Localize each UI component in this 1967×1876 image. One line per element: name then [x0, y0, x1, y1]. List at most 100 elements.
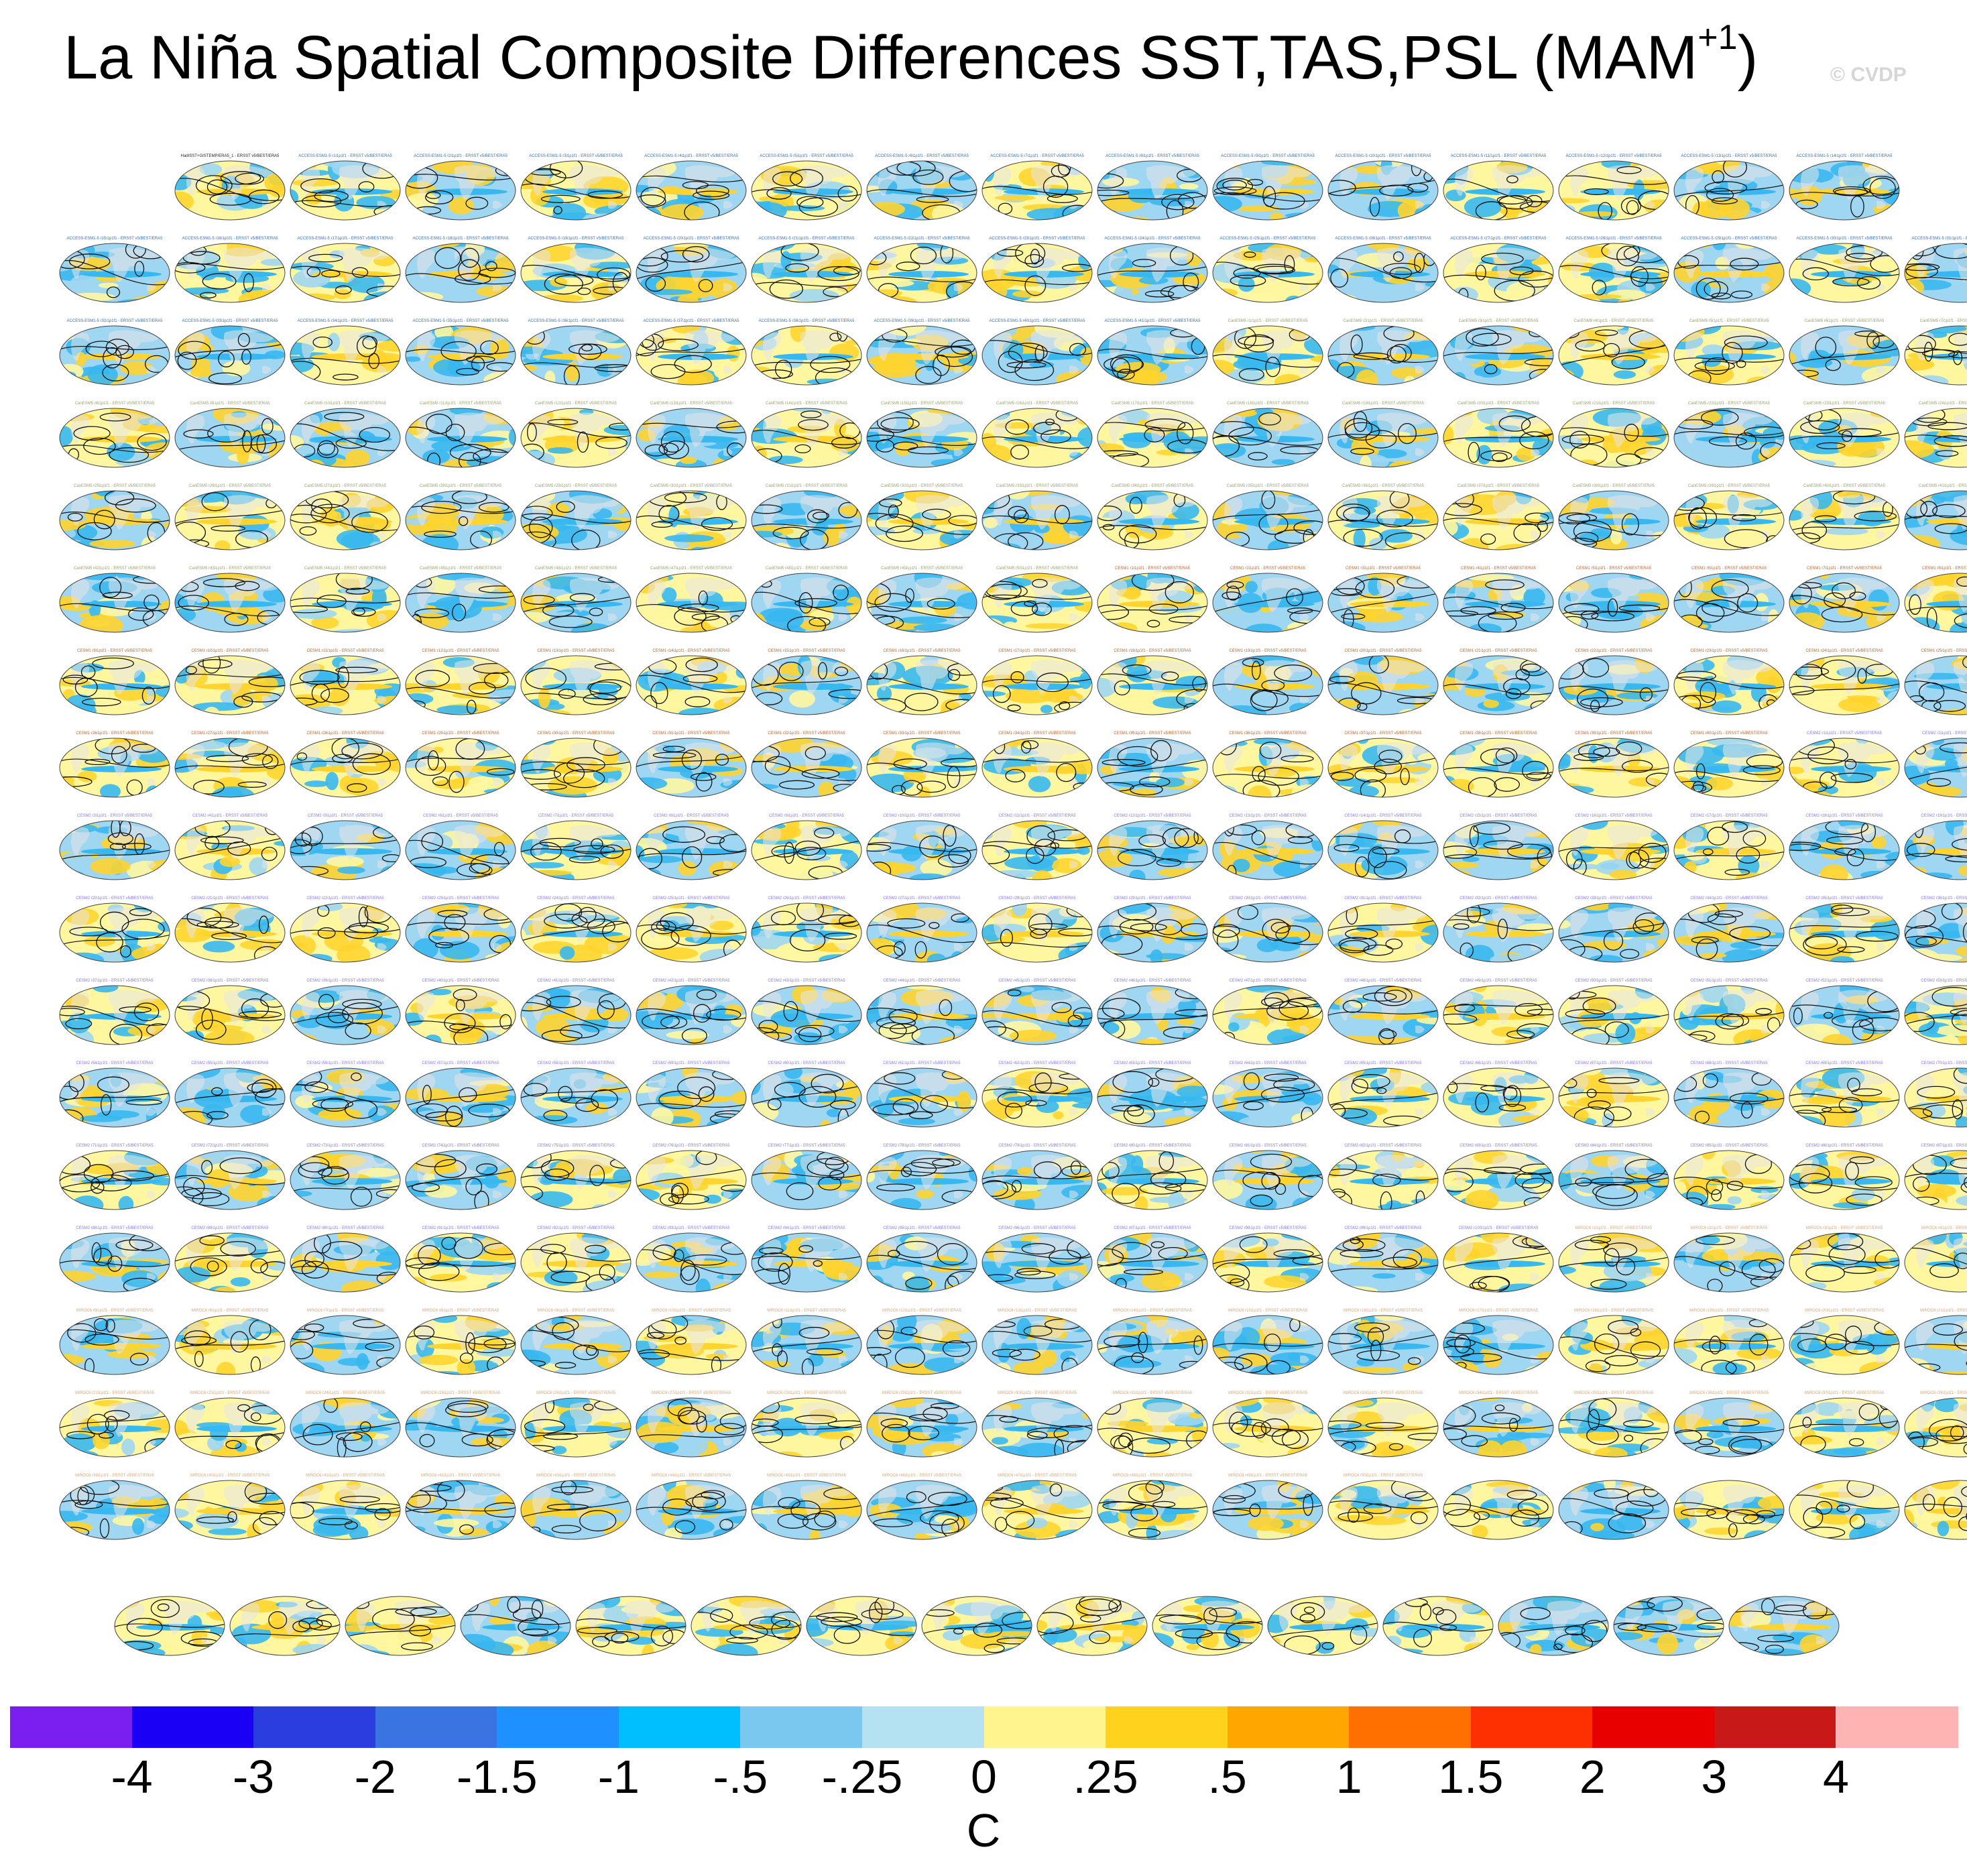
colorbar-tick-label: -.25 — [821, 1751, 903, 1803]
map-panel: CESM2 r94i1p1f1 - ERSST v5/BEST/ERA5 — [751, 1226, 862, 1293]
panel-label: CESM2 r86i1p1f1 - ERSST v5/BEST/ERA5 — [1805, 1144, 1883, 1148]
map-panel: CESM2 r72i1p1f1 - ERSST v5/BEST/ERA5 — [174, 1144, 286, 1210]
map-panel: CESM2 r69i1p1f1 - ERSST v5/BEST/ERA5 — [1789, 1061, 1900, 1128]
map-panel: CESM2 r53i1p1f1 - ERSST v5/BEST/ERA5 — [1904, 979, 1967, 1045]
panel-label: CESM2 r14i1p1f1 - ERSST v5/BEST/ERA5 — [1344, 814, 1422, 818]
panel-label: CESM2 r87i1p1f1 - ERSST v5/BEST/ERA5 — [1921, 1144, 1967, 1148]
map-panel: CESM2 r85i1p1f1 - ERSST v5/BEST/ERA5 — [1673, 1144, 1785, 1210]
panel-label: CESM2 r76i1p1f1 - ERSST v5/BEST/ERA5 — [652, 1144, 730, 1148]
map-panel: ACCESS-ESM1-5 r17i1p1f1 - ERSST v5/BEST/… — [290, 237, 401, 303]
panel-label: CESM1 r37i1p1f1 - ERSST v5/BEST/ERA5 — [1344, 731, 1422, 736]
panel-label: MIROC6 r34i1p1f1 - ERSST v5/BEST/ERA5 — [1459, 1391, 1539, 1395]
map-panel: MIROC6 r5i1p1f1 - ERSST v5/BEST/ERA5 — [59, 1309, 170, 1375]
map-panel: CESM2 r20i1p1f1 - ERSST v5/BEST/ERA5 — [59, 896, 170, 963]
panel-label: MIROC6 r3i1p1f1 - ERSST v5/BEST/ERA5 — [1806, 1226, 1883, 1230]
map-panel: CanESM5 r47i1p1f1 - ERSST v5/BEST/ERA5 — [636, 567, 747, 633]
panel-label: CESM2 r53i1p1f1 - ERSST v5/BEST/ERA5 — [1921, 979, 1967, 983]
panel-label: CESM1 r29i1p1f1 - ERSST v5/BEST/ERA5 — [422, 731, 499, 736]
map-panel: CESM2 r4i1p1f1 - ERSST v5/BEST/ERA5 — [174, 814, 286, 880]
map-panel: MIROC6 r36i1p1f1 - ERSST v5/BEST/ERA5 — [1673, 1391, 1785, 1458]
map-panel: CESM1 r18i1p1f1 - ERSST v5/BEST/ERA5 — [1097, 649, 1208, 715]
panel-label: CESM2 r45i1p1f1 - ERSST v5/BEST/ERA5 — [998, 979, 1076, 983]
panel-label: CanESM5 r7i1p1f1 - ERSST v5/BEST/ERA5 — [1920, 319, 1967, 323]
map-panel: CESM2 r34i1p1f1 - ERSST v5/BEST/ERA5 — [1673, 896, 1785, 963]
panel-label: MIROC6 r25i1p1f1 - ERSST v5/BEST/ERA5 — [421, 1391, 501, 1395]
map-panel: CESM2 r45i1p1f1 - ERSST v5/BEST/ERA5 — [981, 979, 1093, 1045]
map-panel: CESM1 r21i1p1f1 - ERSST v5/BEST/ERA5 — [1443, 649, 1554, 715]
map-panel: CESM2 r65i1p1f1 - ERSST v5/BEST/ERA5 — [1327, 1061, 1439, 1128]
panel-label: MIROC6 r32i1p1f1 - ERSST v5/BEST/ERA5 — [1228, 1391, 1308, 1395]
panel-label: ACCESS-ESM1-5 r28i1p1f1 - ERSST v5/BEST/… — [1566, 237, 1663, 241]
panel-label: CESM2 r59i1p1f1 - ERSST v5/BEST/ERA5 — [652, 1061, 730, 1065]
panel-label: ACCESS-ESM1-5 r33i1p1f1 - ERSST v5/BEST/… — [182, 319, 279, 323]
map-panel: CESM2 r9i1p1f1 - ERSST v5/BEST/ERA5 — [751, 814, 862, 880]
panel-label: MIROC6 r42i1p1f1 - ERSST v5/BEST/ERA5 — [421, 1474, 501, 1478]
map-panel: CESM2 r37i1p1f1 - ERSST v5/BEST/ERA5 — [59, 979, 170, 1045]
panel-label: ACCESS-ESM1-5 r7i1p1f1 - ERSST v5/BEST/E… — [990, 154, 1084, 158]
map-panel — [1673, 1480, 1785, 1540]
panel-label: CanESM5 r2i1p1f1 - ERSST v5/BEST/ERA5 — [1344, 319, 1423, 323]
map-panel: ACCESS-ESM1-5 r41i1p1f1 - ERSST v5/BEST/… — [1097, 319, 1208, 386]
map-panel: CESM1 r6i1p1f1 - ERSST v5/BEST/ERA5 — [1673, 567, 1785, 633]
map-panel: CESM2 r35i1p1f1 - ERSST v5/BEST/ERA5 — [1789, 896, 1900, 963]
map-panel: CESM1 r31i1p1f1 - ERSST v5/BEST/ERA5 — [636, 731, 747, 798]
colorbar-tick-label: .5 — [1207, 1751, 1247, 1803]
panel-label: CanESM5 r47i1p1f1 - ERSST v5/BEST/ERA5 — [650, 567, 733, 571]
map-panel: CESM1 r27i1p1f1 - ERSST v5/BEST/ERA5 — [174, 731, 286, 798]
panel-label: CESM2 r62i1p1f1 - ERSST v5/BEST/ERA5 — [998, 1061, 1076, 1065]
panel-label: MIROC6 r19i1p1f1 - ERSST v5/BEST/ERA5 — [1689, 1309, 1769, 1313]
map-panel: CESM2 r29i1p1f1 - ERSST v5/BEST/ERA5 — [1097, 896, 1208, 963]
panel-label: CESM1 r33i1p1f1 - ERSST v5/BEST/ERA5 — [883, 731, 961, 736]
map-panel: ACCESS-ESM1-5 r35i1p1f1 - ERSST v5/BEST/… — [405, 319, 516, 386]
panel-label: CanESM5 r15i1p1f1 - ERSST v5/BEST/ERA5 — [881, 402, 963, 406]
panel-label: CESM1 r9i1p1f1 - ERSST v5/BEST/ERA5 — [77, 649, 153, 653]
map-panel: CESM1 r29i1p1f1 - ERSST v5/BEST/ERA5 — [405, 731, 516, 798]
panel-label: MIROC6 r30i1p1f1 - ERSST v5/BEST/ERA5 — [998, 1391, 1077, 1395]
panel-label: CESM2 r81i1p1f1 - ERSST v5/BEST/ERA5 — [1229, 1144, 1307, 1148]
panel-label: CESM1 r20i1p1f1 - ERSST v5/BEST/ERA5 — [1344, 649, 1422, 653]
map-panel — [1498, 1596, 1609, 1656]
panel-label: CESM2 r4i1p1f1 - ERSST v5/BEST/ERA5 — [192, 814, 268, 818]
map-panel — [1728, 1596, 1840, 1656]
map-panel: CanESM5 r36i1p1f1 - ERSST v5/BEST/ERA5 — [1327, 484, 1439, 550]
panel-label: CESM1 r36i1p1f1 - ERSST v5/BEST/ERA5 — [1229, 731, 1307, 736]
map-panel: CanESM5 r44i1p1f1 - ERSST v5/BEST/ERA5 — [290, 567, 401, 633]
map-panel: CanESM5 r40i1p1f1 - ERSST v5/BEST/ERA5 — [1789, 484, 1900, 550]
panel-label: CESM1 r35i1p1f1 - ERSST v5/BEST/ERA5 — [1114, 731, 1191, 736]
map-panel: CESM2 r16i1p1f1 - ERSST v5/BEST/ERA5 — [1558, 814, 1669, 880]
map-panel: ACCESS-ESM1-5 r1i1p1f1 - ERSST v5/BEST/E… — [290, 154, 401, 221]
map-panel: CESM2 r58i1p1f1 - ERSST v5/BEST/ERA5 — [520, 1061, 632, 1128]
map-panel: CESM2 r96i1p1f1 - ERSST v5/BEST/ERA5 — [981, 1226, 1093, 1293]
map-panel: CESM2 r97i1p1f1 - ERSST v5/BEST/ERA5 — [1097, 1226, 1208, 1293]
panel-label: ACCESS-ESM1-5 r29i1p1f1 - ERSST v5/BEST/… — [1681, 237, 1778, 241]
map-panel: MIROC6 r6i1p1f1 - ERSST v5/BEST/ERA5 — [174, 1309, 286, 1375]
panel-label: ACCESS-ESM1-5 r10i1p1f1 - ERSST v5/BEST/… — [1335, 154, 1432, 158]
map-panel: CanESM5 r49i1p1f1 - ERSST v5/BEST/ERA5 — [866, 567, 977, 633]
panel-label: ACCESS-ESM1-5 r17i1p1f1 - ERSST v5/BEST/… — [298, 237, 394, 241]
panel-label: CESM2 r84i1p1f1 - ERSST v5/BEST/ERA5 — [1575, 1144, 1653, 1148]
map-panel: CESM1 r13i1p1f1 - ERSST v5/BEST/ERA5 — [520, 649, 632, 715]
map-panel: ACCESS-ESM1-5 r28i1p1f1 - ERSST v5/BEST/… — [1558, 237, 1669, 303]
panel-label: CESM1 r5i1p1f1 - ERSST v5/BEST/ERA5 — [1576, 567, 1652, 571]
panel-label: CanESM5 r14i1p1f1 - ERSST v5/BEST/ERA5 — [766, 402, 848, 406]
panel-label: CanESM5 r39i1p1f1 - ERSST v5/BEST/ERA5 — [1688, 484, 1771, 488]
map-panel: CanESM5 r26i1p1f1 - ERSST v5/BEST/ERA5 — [174, 484, 286, 550]
panel-label: CESM2 r99i1p1f1 - ERSST v5/BEST/ERA5 — [1344, 1226, 1422, 1230]
map-panel: CESM2 r55i1p1f1 - ERSST v5/BEST/ERA5 — [174, 1061, 286, 1128]
panel-label: CESM2 r68i1p1f1 - ERSST v5/BEST/ERA5 — [1690, 1061, 1768, 1065]
map-panel: ACCESS-ESM1-5 r25i1p1f1 - ERSST v5/BEST/… — [1212, 237, 1323, 303]
panel-label: MIROC6 r12i1p1f1 - ERSST v5/BEST/ERA5 — [882, 1309, 962, 1313]
panel-label: MIROC6 r22i1p1f1 - ERSST v5/BEST/ERA5 — [75, 1391, 155, 1395]
map-panel: MIROC6 r35i1p1f1 - ERSST v5/BEST/ERA5 — [1558, 1391, 1669, 1458]
map-panel: MIROC6 r10i1p1f1 - ERSST v5/BEST/ERA5 — [636, 1309, 747, 1375]
panel-label: CESM2 r95i1p1f1 - ERSST v5/BEST/ERA5 — [883, 1226, 961, 1230]
colorbar-bin — [1836, 1706, 1958, 1748]
map-panel: MIROC6 r15i1p1f1 - ERSST v5/BEST/ERA5 — [1212, 1309, 1323, 1375]
map-panel: MIROC6 r11i1p1f1 - ERSST v5/BEST/ERA5 — [751, 1309, 862, 1375]
panel-label: CESM2 r39i1p1f1 - ERSST v5/BEST/ERA5 — [306, 979, 384, 983]
panel-label: ACCESS-ESM1-5 r24i1p1f1 - ERSST v5/BEST/… — [1105, 237, 1201, 241]
panel-label: CESM2 r88i1p1f1 - ERSST v5/BEST/ERA5 — [76, 1226, 154, 1230]
panel-label: MIROC6 r5i1p1f1 - ERSST v5/BEST/ERA5 — [76, 1309, 154, 1313]
panel-label: MIROC6 r50i1p1f1 - ERSST v5/BEST/ERA5 — [1344, 1474, 1423, 1478]
title-superscript: +1 — [1697, 18, 1738, 57]
